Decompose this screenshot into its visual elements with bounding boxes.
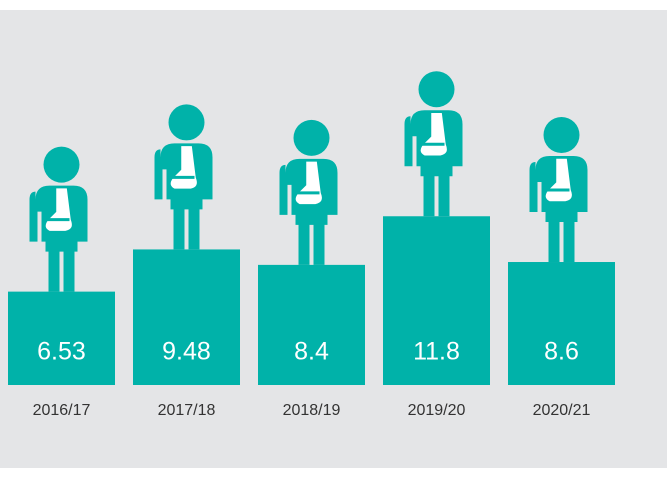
bar — [508, 262, 615, 385]
x-tick-label: 2016/17 — [33, 402, 91, 419]
bar — [258, 264, 365, 385]
value-label: 8.4 — [294, 338, 329, 366]
body — [154, 143, 213, 250]
person-icon — [29, 146, 88, 292]
person-icon — [154, 104, 213, 250]
value-label: 8.6 — [544, 338, 579, 366]
value-label: 6.53 — [37, 338, 86, 366]
body — [529, 156, 588, 263]
person-icon — [404, 71, 463, 217]
person-icon — [529, 117, 588, 263]
person-icon — [279, 119, 338, 265]
body — [404, 110, 463, 217]
x-tick-label: 2019/20 — [408, 402, 466, 419]
bar — [383, 216, 490, 385]
value-label: 9.48 — [162, 338, 211, 366]
body — [279, 158, 338, 265]
x-tick-label: 2017/18 — [158, 402, 216, 419]
bar — [133, 249, 240, 385]
head — [168, 104, 205, 141]
body — [29, 185, 88, 292]
value-label: 11.8 — [413, 338, 460, 366]
bar — [8, 291, 115, 385]
x-tick-label: 2020/21 — [533, 402, 591, 419]
head — [418, 71, 455, 108]
head — [43, 146, 80, 183]
head — [543, 117, 580, 154]
x-tick-label: 2018/19 — [283, 402, 341, 419]
head — [293, 119, 330, 156]
